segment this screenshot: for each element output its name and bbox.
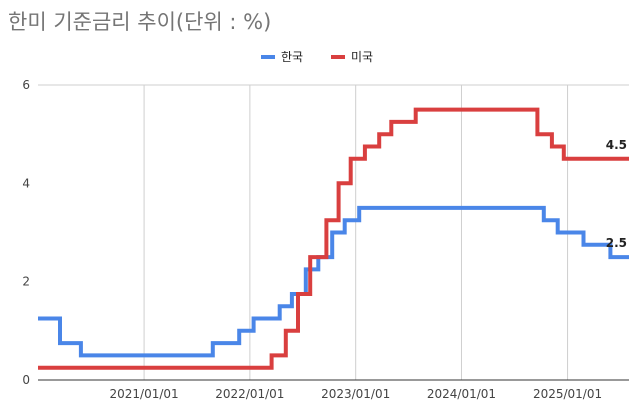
x-tick-label: 2022/01/01 [215,387,284,401]
series-end-label-1: 4.5 [606,138,627,152]
data-labels: 2.5 4.5 [606,138,627,250]
legend-item-1[interactable]: 미국 [331,50,373,64]
x-tick-label: 2023/01/01 [321,387,390,401]
x-tick-label: 2025/01/01 [533,387,602,401]
x-tick-label: 2024/01/01 [427,387,496,401]
legend-label: 미국 [351,50,373,64]
y-tick-label: 2 [22,275,30,289]
y-tick-label: 4 [22,176,30,190]
y-tick-label: 0 [22,373,30,387]
x-tick-label: 2021/01/01 [109,387,178,401]
series-end-label-0: 2.5 [606,236,627,250]
series-line-0 [38,205,629,358]
chart-title: 한미 기준금리 추이(단위 : %) [8,10,272,34]
series-line-1 [38,107,629,370]
y-tick-label: 6 [22,78,30,92]
axes: 2021/01/01 2022/01/01 2023/01/01 2024/01/01… [22,78,629,401]
legend[interactable]: 한국 미국 [261,50,373,64]
series-lines [38,107,629,370]
legend-item-0[interactable]: 한국 [261,50,303,64]
legend-label: 한국 [281,50,303,64]
